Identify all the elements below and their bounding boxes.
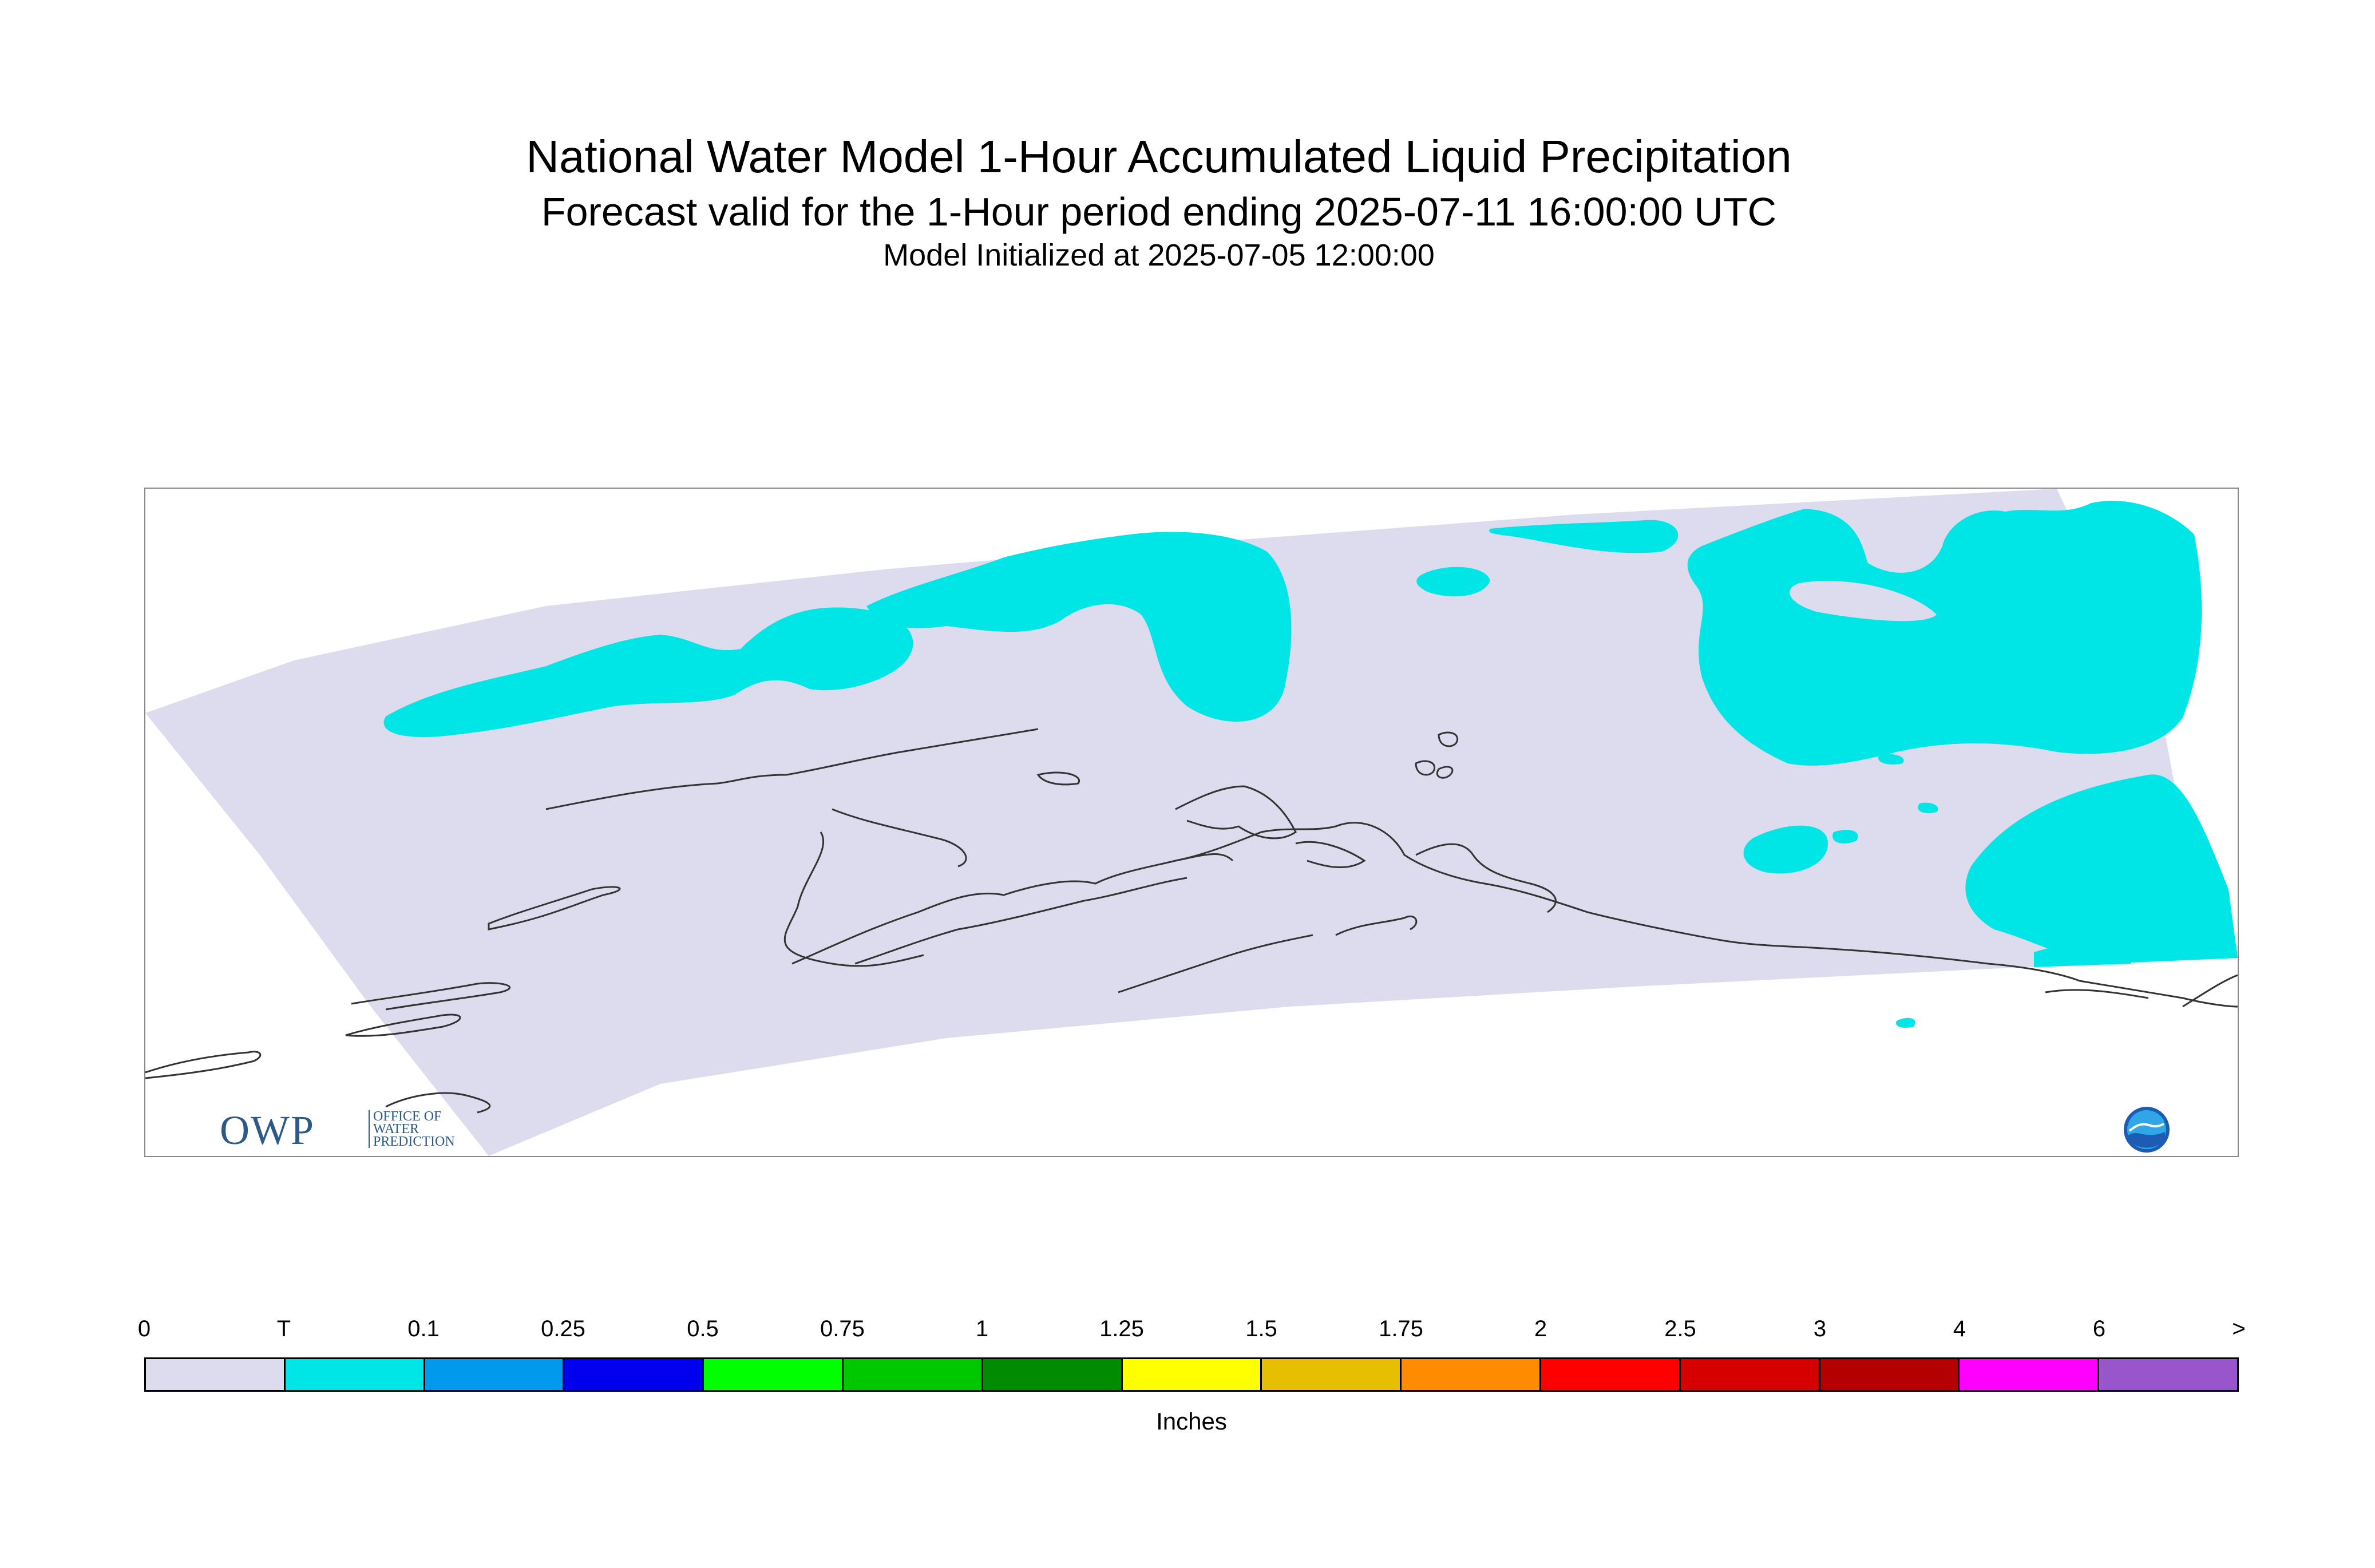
legend-swatch [285,1359,425,1390]
trace-precip-areas [383,501,2238,1028]
legend-tick-label: 0 [137,1316,151,1341]
legend-tick-label: 2 [1534,1316,1547,1341]
legend-tick-label: 6 [2092,1316,2106,1341]
map-title: National Water Model 1-Hour Accumulated … [526,131,1792,182]
legend-swatch [704,1359,844,1390]
legend-tick-label: 3 [1813,1316,1827,1341]
legend-swatch [1820,1359,1960,1390]
legend-tick-label: 2.5 [1664,1316,1696,1341]
legend-swatch [425,1359,565,1390]
legend-tick-label: T [276,1316,291,1341]
legend-swatch [1262,1359,1402,1390]
legend-swatch [1680,1359,1820,1390]
legend-tick-label: 1.5 [1245,1316,1277,1341]
legend-swatch [2099,1359,2237,1390]
legend-tick-label: 0.5 [687,1316,719,1341]
legend-tick-label: 0.75 [820,1316,865,1341]
legend-swatch [146,1359,286,1390]
legend-tick-label: > [2232,1316,2246,1341]
legend-tick-label: 4 [1953,1316,1966,1341]
legend-tick-label: 1.75 [1379,1316,1423,1341]
legend-swatch [843,1359,983,1390]
noaa-logo-icon [2124,1107,2170,1153]
legend-swatch [1122,1359,1262,1390]
legend-colorbar [144,1357,2239,1392]
legend-tick-label: 1.25 [1099,1316,1144,1341]
legend-tick-label: 1 [975,1316,989,1341]
legend-units: Inches [1156,1408,1227,1435]
legend-swatch [983,1359,1123,1390]
owp-logo-text: OFFICE OF WATER PREDICTION [369,1110,455,1149]
legend-swatch [1402,1359,1541,1390]
legend-ticks: 0 T 0.1 0.25 0.5 0.75 1 1.25 1.5 1.75 2 2.5 3 4 6 > [138,1316,2246,1351]
owp-logo: OWP OFFICE OF WATER PREDICTION [220,1107,455,1154]
coastlines [145,728,2238,1114]
precipitation-map: OWP OFFICE OF WATER PREDICTION [144,488,2239,1157]
legend-swatch [1960,1359,2100,1390]
model-init-time: Model Initialized at 2025-07-05 12:00:00 [883,238,1435,272]
legend-tick-label: 0.1 [407,1316,440,1341]
owp-logo-mark: OWP [220,1107,315,1153]
map-subtitle: Forecast valid for the 1-Hour period end… [541,189,1777,234]
legend-swatch [1541,1359,1681,1390]
legend-tick-label: 0.25 [541,1316,585,1341]
legend-swatch [564,1359,704,1390]
